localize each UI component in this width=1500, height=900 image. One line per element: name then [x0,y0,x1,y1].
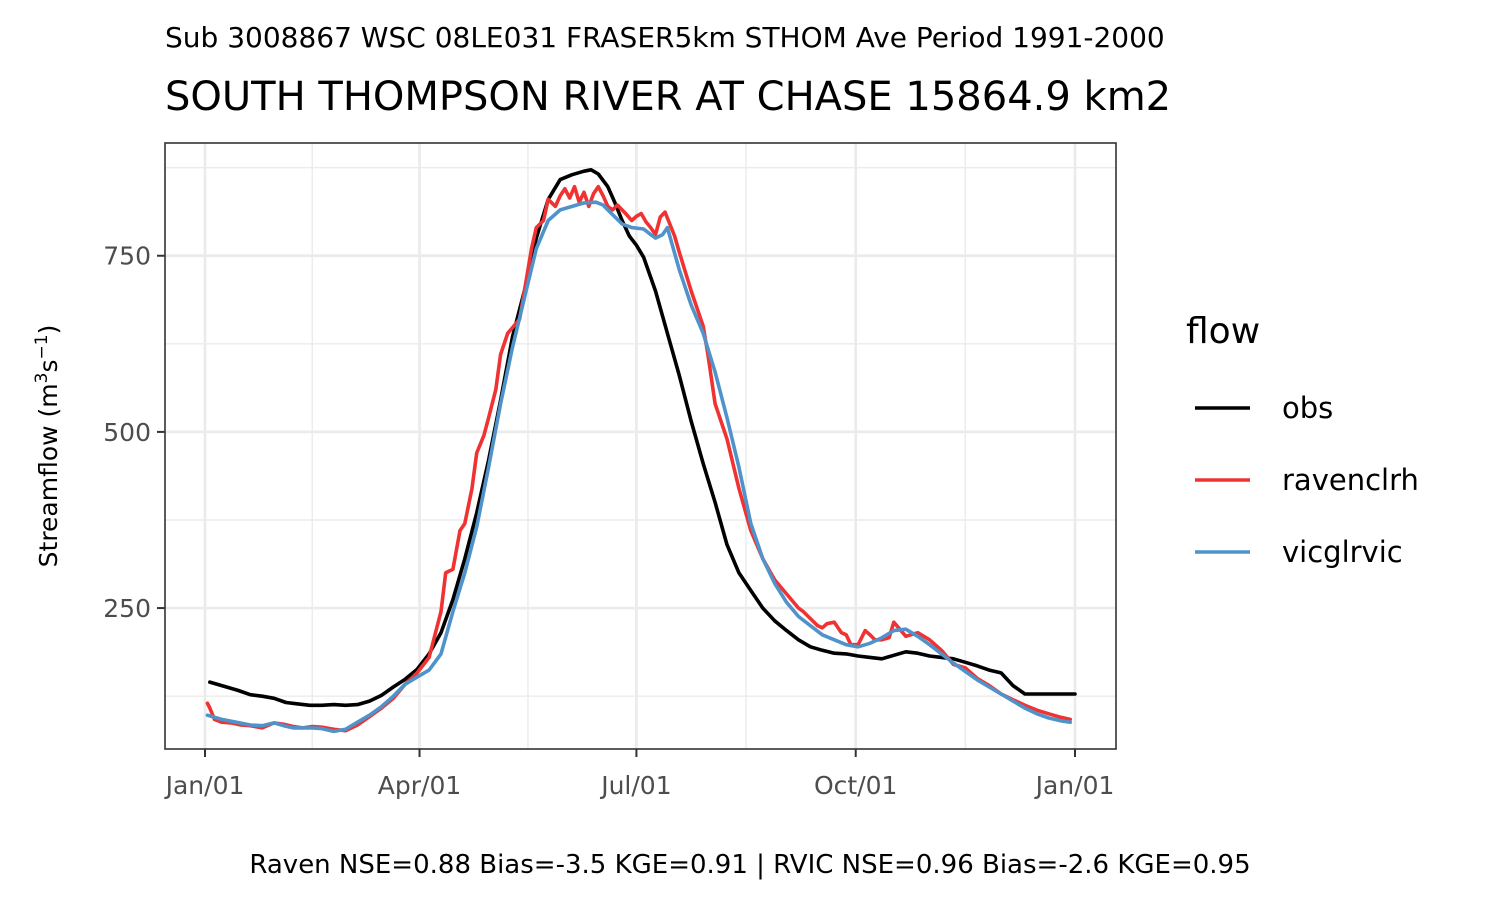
y-axis-title: Streamflow (m3s−1) [32,325,63,568]
legend-label-vicglrvic: vicglrvic [1282,535,1403,569]
y-tick-label: 750 [103,242,151,271]
y-axis-title-mid: s [34,359,63,372]
legend-label-obs: obs [1282,391,1333,425]
legend-items: obs ravenclrh vicglrvic [1195,391,1419,569]
x-tick-label: Jul/01 [599,771,671,800]
legend-title: flow [1186,311,1260,352]
y-axis-title-main: Streamflow (m [34,383,63,567]
chart-subtitle: Sub 3008867 WSC 08LE031 FRASER5km STHOM … [165,21,1165,54]
legend-label-ravenclrh: ravenclrh [1282,463,1419,497]
chart-caption: Raven NSE=0.88 Bias=-3.5 KGE=0.91 | RVIC… [249,850,1250,880]
x-tick-label: Jan/01 [164,771,245,800]
y-axis-title-sup2: −1 [32,334,52,359]
y-axis: 250 500 750 [103,242,165,623]
plot-area [164,142,1117,750]
y-axis-title-end: ) [34,325,63,335]
y-axis-title-sup1: 3 [32,373,52,384]
series-layer [205,168,1077,734]
chart-title: SOUTH THOMPSON RIVER AT CHASE 15864.9 km… [165,74,1171,120]
series-line-vicglrvic [205,200,1072,734]
x-tick-label: Oct/01 [814,771,897,800]
plot-background [165,143,1116,749]
series-line-obs [208,168,1077,708]
x-tick-label: Jan/01 [1034,771,1115,800]
x-tick-label: Apr/01 [378,771,461,800]
x-axis: Jan/01 Apr/01 Jul/01 Oct/01 Jan/01 [164,749,1115,800]
y-tick-label: 500 [103,418,151,447]
plot-border [164,142,1117,750]
legend: flow obs ravenclrh vicglrvic [1186,311,1419,569]
y-tick-label: 250 [103,594,151,623]
